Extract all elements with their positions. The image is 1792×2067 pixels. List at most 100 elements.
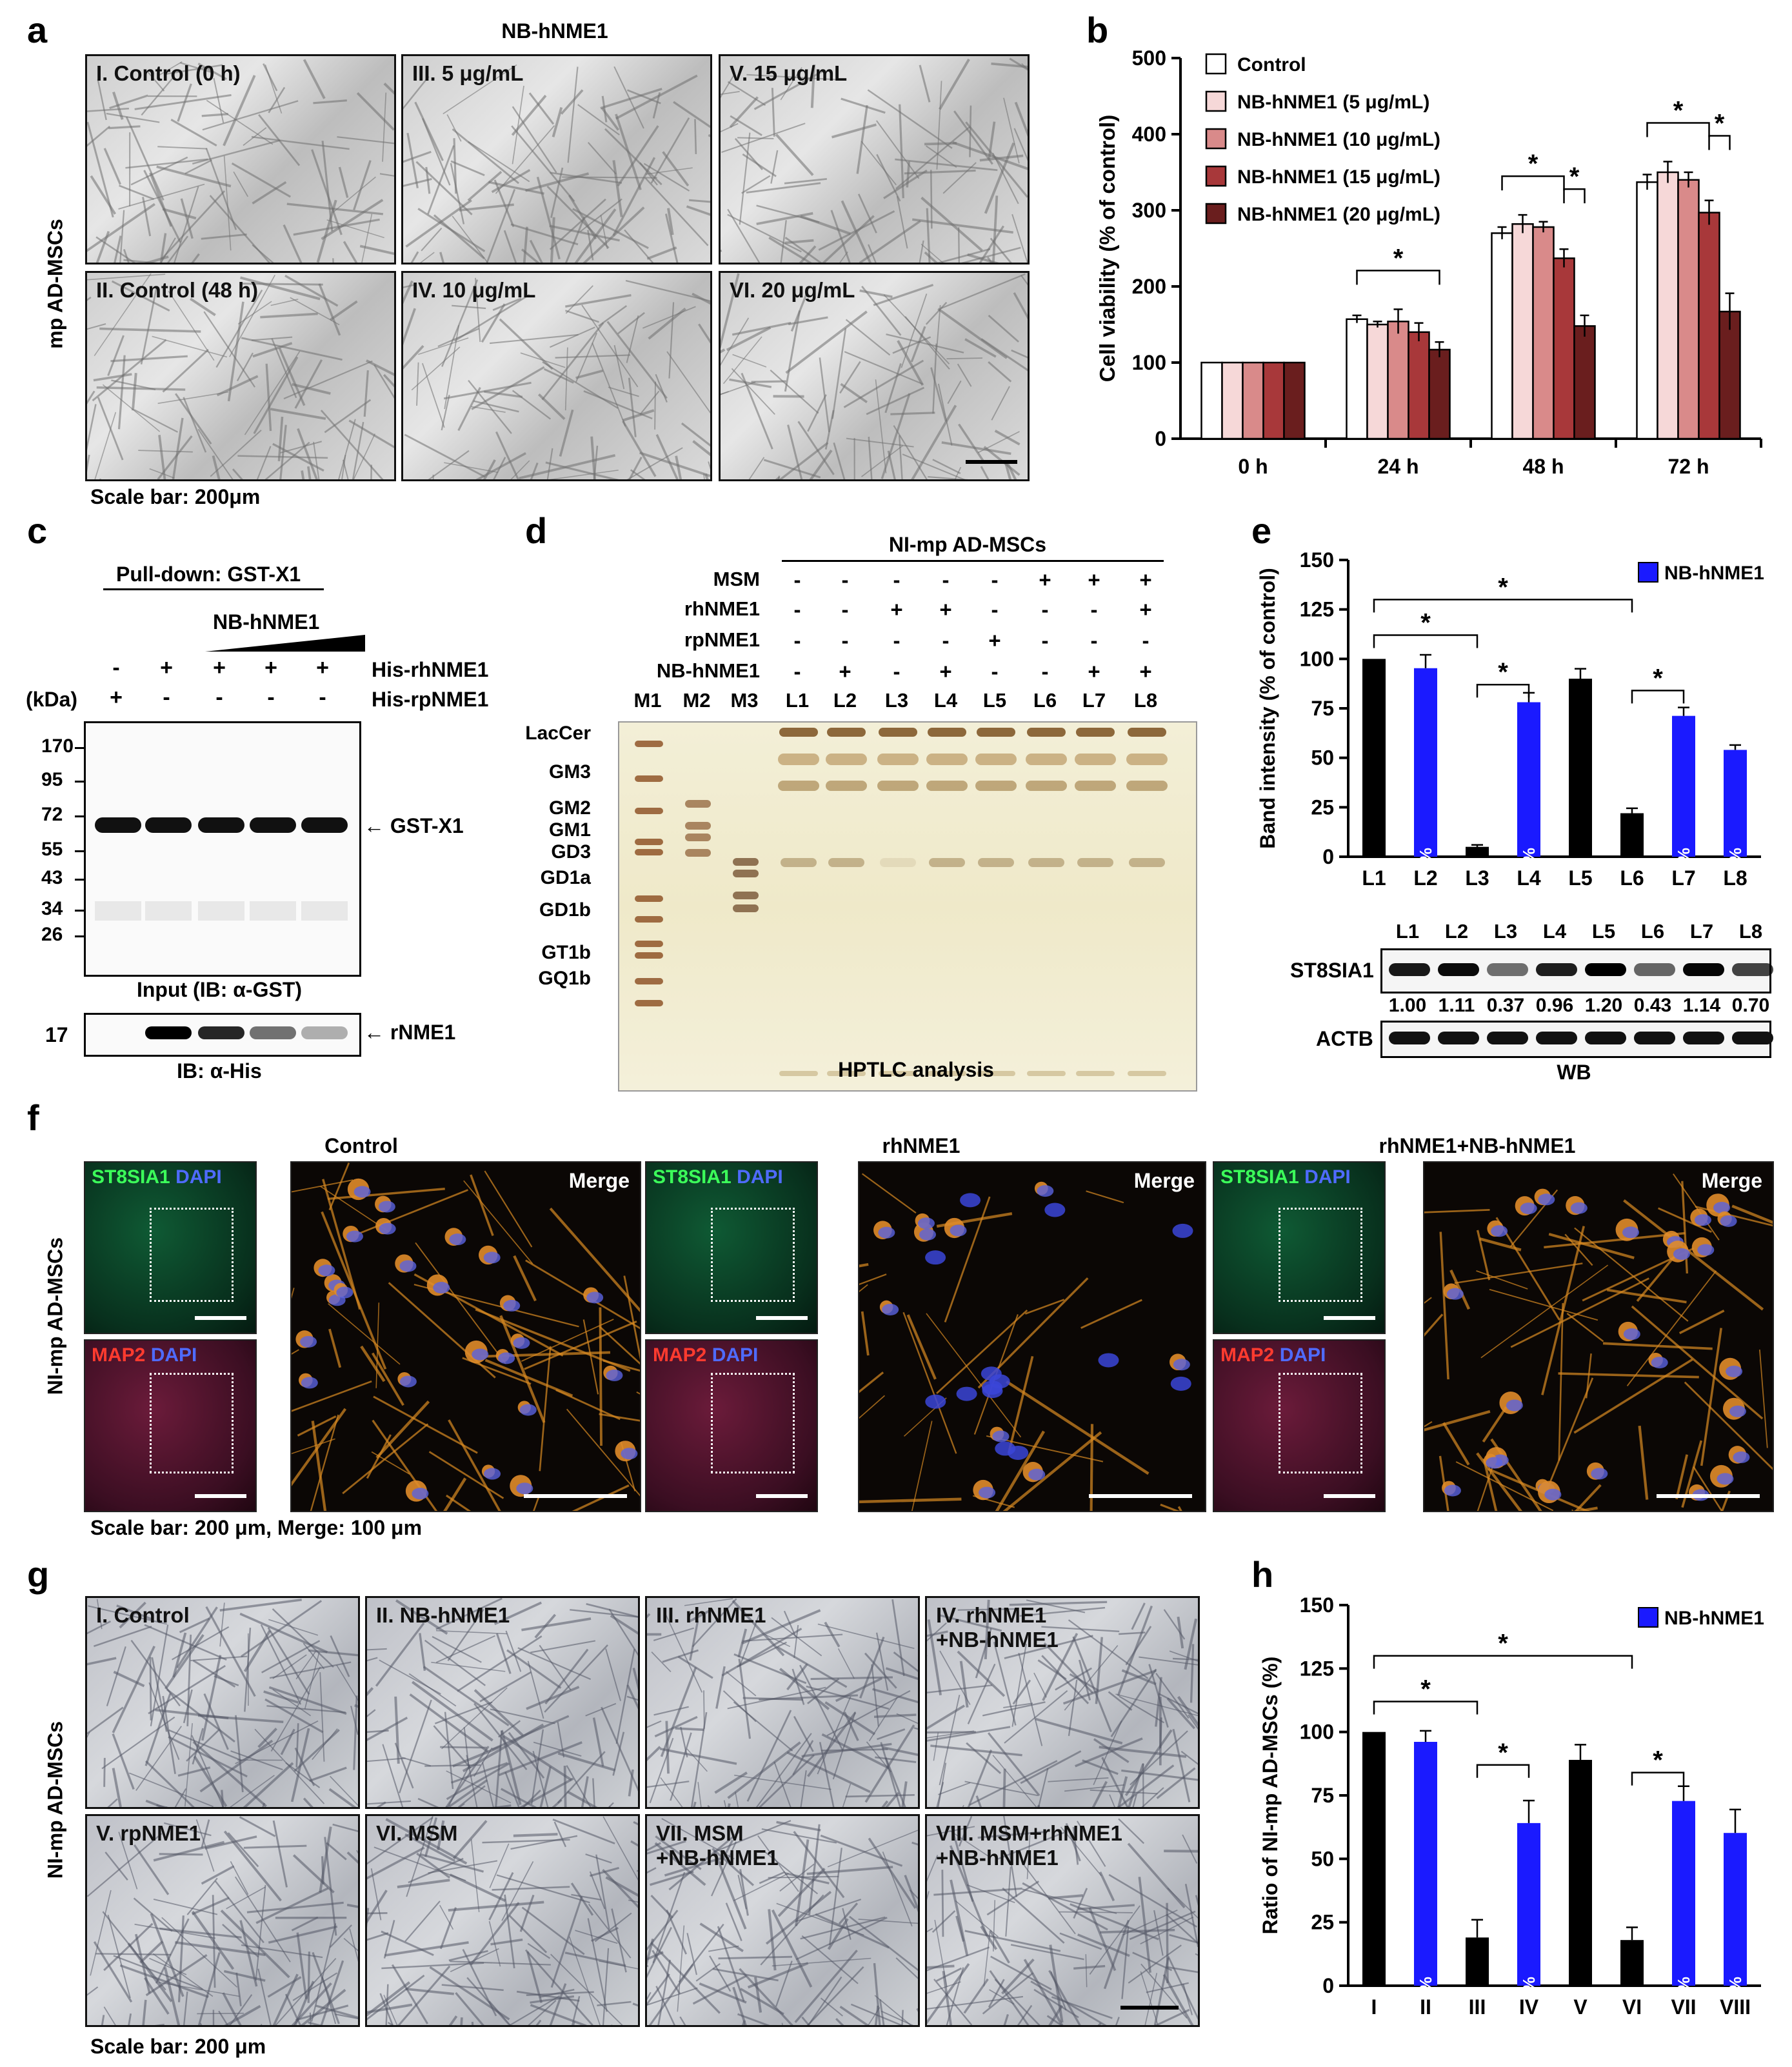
cell-streak xyxy=(416,1852,451,1879)
cell-streak xyxy=(490,1708,555,1724)
cell-streak xyxy=(133,1897,173,1932)
neurite xyxy=(1558,1372,1699,1379)
band-faint xyxy=(198,901,244,921)
cell-streak xyxy=(1117,1764,1175,1807)
cell-streak xyxy=(255,1884,266,1981)
cell-streak xyxy=(1077,1821,1106,1867)
nucleus xyxy=(346,1230,363,1243)
cell-streak xyxy=(652,1872,686,1964)
cell-streak xyxy=(385,1818,468,1865)
cell-streak xyxy=(444,1712,454,1790)
cell-streak xyxy=(600,88,662,110)
cell-streak xyxy=(994,1979,1040,2025)
ganglioside-label: GQ1b xyxy=(538,968,591,989)
cell-streak xyxy=(928,475,969,479)
cell-streak xyxy=(1166,1697,1196,1730)
cell-streak xyxy=(157,61,183,77)
cell-streak xyxy=(495,125,555,194)
cell-streak xyxy=(149,172,172,227)
y-tick-label: 100 xyxy=(1300,1721,1334,1744)
cell-streak xyxy=(367,1932,389,1941)
cell-streak xyxy=(909,1889,918,1899)
cell-streak xyxy=(626,447,683,479)
merge-label: Merge xyxy=(568,1169,630,1192)
bar-value-label: 60.2±9.25% xyxy=(1726,1977,1745,2054)
cell-streak xyxy=(262,1802,266,1807)
cell-streak xyxy=(1013,128,1028,161)
cell-streak xyxy=(308,1649,358,1657)
bar xyxy=(1657,171,1679,440)
cell-streak xyxy=(470,1839,480,1913)
cell-streak xyxy=(528,92,555,125)
micrograph-a5: V. 15 μg/mL xyxy=(719,54,1030,265)
hptlc-lane-label: L8 xyxy=(1133,689,1158,712)
cell-streak xyxy=(661,1818,735,1860)
nucleus xyxy=(1694,1214,1711,1226)
cell-streak xyxy=(224,2004,261,2025)
cell-streak xyxy=(366,359,394,376)
cell-streak xyxy=(421,363,445,428)
nucleus xyxy=(503,1299,521,1312)
panel-g-scale: Scale bar: 200 μm xyxy=(90,2035,266,2058)
cell-streak xyxy=(1140,1963,1188,2019)
cell-streak xyxy=(647,1781,690,1788)
x-tick-label: 24 h xyxy=(1377,455,1419,478)
cell-streak xyxy=(239,1612,328,1653)
nucleus xyxy=(519,1404,537,1416)
cell-streak xyxy=(784,1872,830,1884)
y-axis-title: Cell viability (% of control) xyxy=(1095,115,1119,382)
cell-streak xyxy=(526,1686,580,1710)
bar xyxy=(1677,179,1700,440)
cell-streak xyxy=(159,233,167,263)
hptlc-sign: - xyxy=(793,628,801,652)
cell-streak xyxy=(252,181,287,205)
cell-streak xyxy=(567,66,579,163)
cell-streak xyxy=(201,233,247,240)
cell-streak xyxy=(689,1620,699,1661)
spot-band xyxy=(877,754,919,765)
cell-streak xyxy=(563,1765,567,1807)
cell-streak xyxy=(916,2008,918,2012)
cell-streak xyxy=(300,1988,346,2025)
cell-streak xyxy=(887,450,896,479)
cell-streak xyxy=(139,1941,164,1964)
zoom-box xyxy=(150,1208,234,1302)
cell-streak xyxy=(95,1953,172,1956)
cell-streak xyxy=(784,239,814,245)
cell-streak xyxy=(839,2006,870,2025)
cell-streak xyxy=(145,1760,195,1807)
neurite xyxy=(861,1173,917,1213)
cell-streak xyxy=(409,1693,489,1753)
spot-band xyxy=(1126,754,1168,765)
hptlc-row-label: rhNME1 xyxy=(684,597,760,620)
cell-streak xyxy=(873,1713,917,1718)
cell-streak xyxy=(131,373,137,411)
fluor-label: MAP2 DAPI xyxy=(92,1344,197,1366)
neurite xyxy=(373,1395,478,1454)
group-control: Control xyxy=(324,1134,398,1157)
cell-streak xyxy=(111,280,170,312)
cell-streak xyxy=(874,1995,911,2025)
cell-streak xyxy=(1068,1619,1149,1679)
cell-streak xyxy=(763,459,821,479)
cell-streak xyxy=(343,1937,358,1952)
neurite xyxy=(539,1346,552,1472)
cell-streak xyxy=(1169,1650,1198,1662)
cell-streak xyxy=(495,1730,503,1807)
cell-streak xyxy=(232,468,243,479)
cell-streak xyxy=(989,1989,1015,2005)
cell-streak xyxy=(356,92,394,131)
cell-streak xyxy=(957,1608,1017,1611)
cell-streak xyxy=(279,424,287,479)
neurite xyxy=(1442,1422,1470,1466)
cell-streak xyxy=(346,1903,358,1908)
cell-streak xyxy=(649,1737,674,1804)
cell-streak xyxy=(87,274,166,281)
significance-star: * xyxy=(1498,573,1508,601)
spot-band xyxy=(778,754,819,765)
cell-streak xyxy=(332,258,334,263)
cell-streak xyxy=(453,138,457,194)
cell-streak xyxy=(864,1724,915,1803)
cell-streak xyxy=(636,1870,638,1872)
cell-streak xyxy=(229,1994,253,2025)
